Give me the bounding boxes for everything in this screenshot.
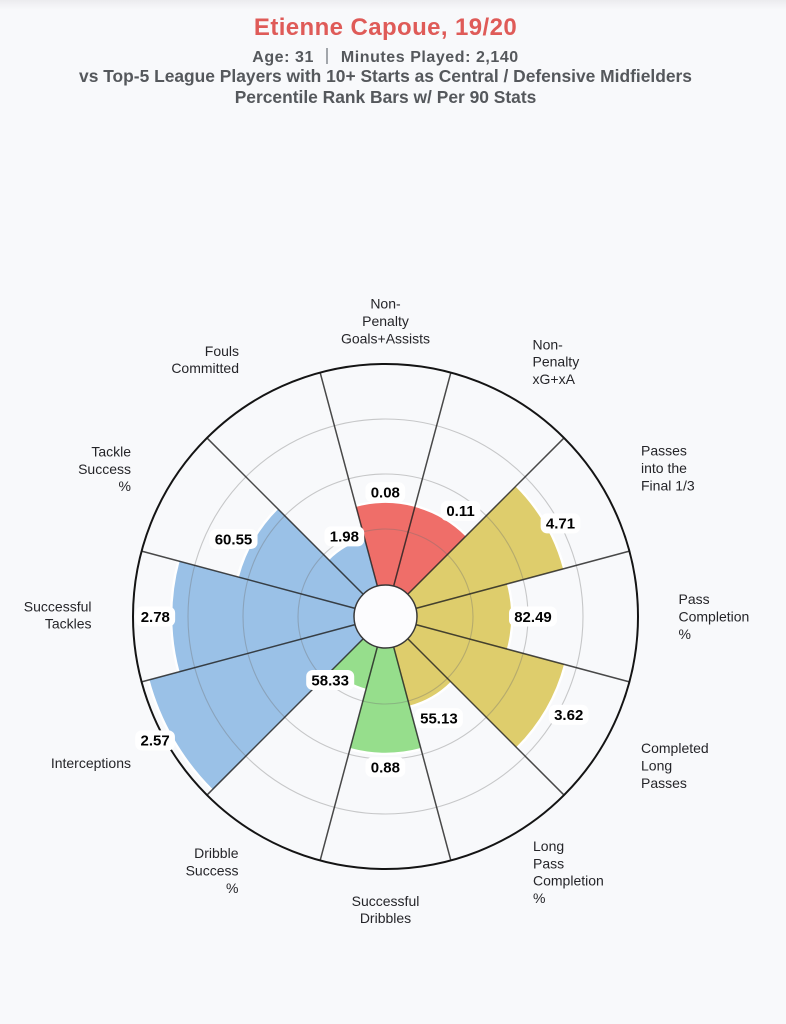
svg-text:Penalty: Penalty <box>362 313 409 329</box>
svg-text:%: % <box>679 626 691 642</box>
svg-text:Penalty: Penalty <box>533 354 580 370</box>
svg-text:Tackle: Tackle <box>91 444 131 460</box>
svg-text:Passes: Passes <box>641 443 687 459</box>
svg-text:xG+xA: xG+xA <box>533 371 576 387</box>
svg-text:Pass: Pass <box>533 855 564 871</box>
svg-text:Long: Long <box>533 838 564 854</box>
svg-text:Success: Success <box>78 461 131 477</box>
svg-text:Completion: Completion <box>533 873 604 889</box>
svg-text:Non-: Non- <box>533 336 564 352</box>
svg-text:Success: Success <box>186 863 239 879</box>
svg-text:58.33: 58.33 <box>311 672 349 689</box>
svg-text:Non-: Non- <box>370 296 401 312</box>
svg-text:Completed: Completed <box>641 740 709 756</box>
svg-text:2.78: 2.78 <box>141 609 170 626</box>
svg-text:Committed: Committed <box>171 360 239 376</box>
svg-text:2.57: 2.57 <box>140 733 169 750</box>
svg-text:3.62: 3.62 <box>554 707 583 724</box>
svg-text:60.55: 60.55 <box>215 531 253 548</box>
svg-text:Successful: Successful <box>352 893 420 909</box>
svg-text:Passes: Passes <box>641 775 687 791</box>
svg-text:Long: Long <box>641 758 672 774</box>
svg-text:Dribbles: Dribbles <box>360 910 411 926</box>
svg-text:82.49: 82.49 <box>514 609 552 626</box>
svg-text:Interceptions: Interceptions <box>51 755 131 771</box>
svg-text:Tackles: Tackles <box>45 616 92 632</box>
svg-text:Completion: Completion <box>679 609 750 625</box>
svg-text:0.88: 0.88 <box>371 760 400 777</box>
svg-text:0.08: 0.08 <box>371 485 400 502</box>
svg-text:%: % <box>226 880 238 896</box>
svg-text:Dribble: Dribble <box>194 845 239 861</box>
svg-text:%: % <box>533 890 545 906</box>
svg-text:Pass: Pass <box>679 591 710 607</box>
svg-text:%: % <box>119 478 131 494</box>
svg-text:0.11: 0.11 <box>446 503 474 520</box>
svg-text:4.71: 4.71 <box>546 516 575 533</box>
svg-text:Fouls: Fouls <box>205 343 239 359</box>
svg-text:Goals+Assists: Goals+Assists <box>341 330 430 346</box>
svg-text:Final 1/3: Final 1/3 <box>641 477 695 493</box>
svg-text:Successful: Successful <box>24 598 92 614</box>
svg-text:55.13: 55.13 <box>420 710 458 727</box>
svg-text:into the: into the <box>641 460 687 476</box>
svg-text:1.98: 1.98 <box>330 529 359 546</box>
